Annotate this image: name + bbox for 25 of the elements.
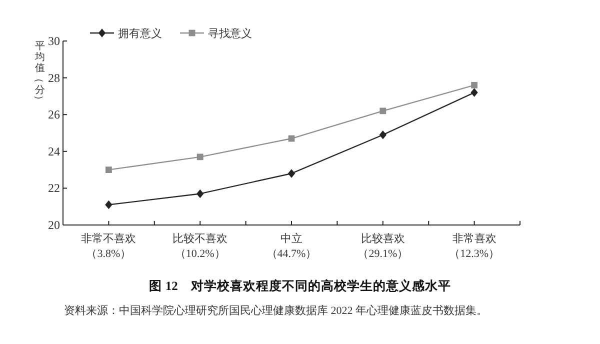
point — [196, 154, 204, 160]
text: 资料来源：中国科学院心理研究所国民心理健康数据库 2022 年心理健康蓝皮书数据集。 — [64, 304, 488, 317]
y-tick-label: 26 — [48, 108, 60, 122]
y-tick-label: 28 — [48, 70, 60, 85]
ylabel: 平均值（分） — [33, 41, 45, 105]
y-tick-label: 24 — [48, 144, 60, 158]
point — [471, 82, 478, 88]
point — [470, 88, 478, 97]
point — [196, 189, 204, 198]
point — [288, 169, 296, 178]
point — [379, 130, 386, 140]
y-tick-label: 22 — [48, 181, 60, 196]
text: 图 12 对学校喜欢程度不同的高校学生的意义感水平 — [149, 278, 451, 293]
point — [106, 166, 112, 173]
x-tick-label: 非常喜欢（12.3%） — [449, 232, 500, 260]
x-tick-label: 比较不喜欢（10.2%） — [172, 232, 228, 260]
x-tick-label: 非常不喜欢（3.8%） — [81, 232, 136, 260]
x-tick-label: 比较喜欢（29.1%） — [358, 232, 408, 260]
x-tick-label: 中立（44.7%） — [266, 232, 317, 260]
y-tick-label: 30 — [48, 34, 60, 48]
y-tick-label: 20 — [48, 218, 60, 232]
point — [380, 108, 386, 114]
point — [105, 200, 112, 210]
legend-label: 寻找意义 — [208, 27, 252, 40]
legend-label: 拥有意义 — [118, 27, 162, 40]
